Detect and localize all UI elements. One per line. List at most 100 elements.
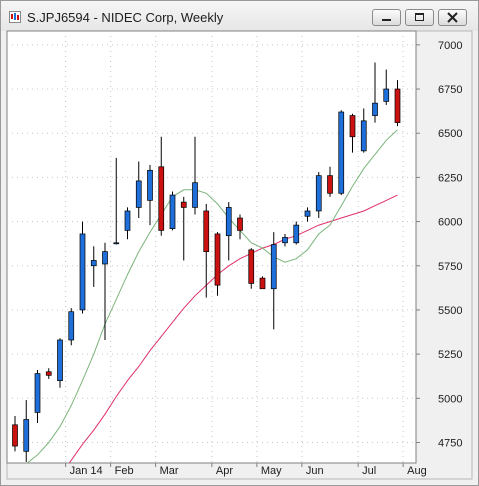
candle-body <box>214 233 221 286</box>
candle <box>293 221 300 245</box>
candle-body <box>57 339 63 381</box>
candle <box>147 165 153 226</box>
candle-body <box>124 210 131 231</box>
x-tick-label: Jul <box>362 465 376 477</box>
moving-averages <box>26 129 398 463</box>
candlestick-chart-icon <box>9 11 21 23</box>
x-tick-label: Aug <box>407 465 427 477</box>
candle <box>192 136 198 215</box>
candle <box>338 110 345 196</box>
candle-body <box>349 115 356 138</box>
candle <box>102 242 108 340</box>
y-tick-label: 6500 <box>438 128 462 140</box>
x-tick-label: May <box>261 465 282 477</box>
y-tick-label: 5500 <box>438 305 462 317</box>
candle <box>68 308 75 346</box>
y-tick-label: 6750 <box>438 84 462 96</box>
candle <box>315 172 322 219</box>
y-axis: 4750 5000 5250 5500 5750 6000 6250 6500 6750 7000 <box>416 40 462 449</box>
candle-body <box>34 373 41 413</box>
candle-body <box>293 224 300 244</box>
candle-body <box>23 419 30 452</box>
candle <box>282 233 288 247</box>
candle <box>372 62 378 123</box>
candle <box>23 400 30 462</box>
x-tick-label: Jan 14 <box>70 465 103 477</box>
candle-body <box>169 194 176 229</box>
x-tick-label: Apr <box>216 465 233 477</box>
candle-body <box>79 233 86 311</box>
candle-body <box>45 371 52 376</box>
minimize-icon <box>382 19 391 21</box>
y-tick-label: 6000 <box>438 217 462 229</box>
candle-body <box>304 210 311 217</box>
candle-body <box>12 424 18 447</box>
close-button[interactable] <box>438 9 467 26</box>
title-bar[interactable]: S.JPJ6594 - NIDEC Corp, Weekly <box>1 1 478 31</box>
candle-body <box>192 182 198 208</box>
candle-body <box>113 242 120 245</box>
candle <box>259 276 266 290</box>
candle <box>135 161 142 219</box>
candle-body <box>147 169 153 201</box>
candle-body <box>248 249 255 284</box>
x-tick-label: Mar <box>160 465 179 477</box>
grid <box>7 31 416 463</box>
y-tick-label: 6250 <box>438 172 462 184</box>
candle <box>158 136 165 236</box>
candle-body <box>282 237 288 244</box>
candle-body <box>180 201 187 208</box>
y-tick-label: 7000 <box>438 40 462 52</box>
candle <box>203 203 210 298</box>
candle-body <box>158 166 165 231</box>
candle <box>113 157 120 245</box>
y-tick-label: 4750 <box>438 437 462 449</box>
candle <box>383 69 390 105</box>
close-icon <box>447 12 458 23</box>
candle <box>12 415 18 452</box>
candle-body <box>270 244 277 290</box>
candle <box>225 202 232 261</box>
candle-body <box>372 102 378 116</box>
candle-body <box>225 207 232 237</box>
candle <box>270 232 277 330</box>
y-tick-label: 5750 <box>438 261 462 273</box>
ma-fast-line <box>26 129 398 463</box>
candle <box>360 108 367 153</box>
candle-body <box>383 88 390 102</box>
candle-body <box>203 210 210 252</box>
candle <box>248 248 255 289</box>
window-title: S.JPJ6594 - NIDEC Corp, Weekly <box>27 10 224 25</box>
candle <box>57 338 63 388</box>
candle <box>349 113 356 153</box>
candle-body <box>90 260 97 267</box>
candle <box>90 246 97 287</box>
candle-body <box>338 111 345 194</box>
maximize-button[interactable] <box>405 9 434 26</box>
candle-body <box>315 175 322 212</box>
candle <box>169 191 176 231</box>
minimize-button[interactable] <box>372 9 401 26</box>
y-tick-label: 5000 <box>438 393 462 405</box>
y-tick-label: 5250 <box>438 349 462 361</box>
candle-body <box>259 277 266 290</box>
candle-body <box>135 180 142 208</box>
candle <box>124 207 131 240</box>
x-tick-label: Jun <box>306 465 324 477</box>
candle-body <box>237 217 243 231</box>
candle-body <box>68 311 75 341</box>
candle-body <box>394 88 401 123</box>
candles <box>12 62 401 462</box>
ma-slow-line <box>68 194 398 463</box>
candle <box>45 368 52 379</box>
x-tick-label: Feb <box>115 465 134 477</box>
candle <box>34 370 41 424</box>
candle <box>327 166 333 197</box>
candle-body <box>360 120 367 152</box>
maximize-icon <box>415 13 424 21</box>
candle <box>180 196 187 261</box>
x-axis: Jan 14 Feb Mar Apr May Jun Jul Aug <box>65 463 427 477</box>
candle <box>304 207 311 222</box>
